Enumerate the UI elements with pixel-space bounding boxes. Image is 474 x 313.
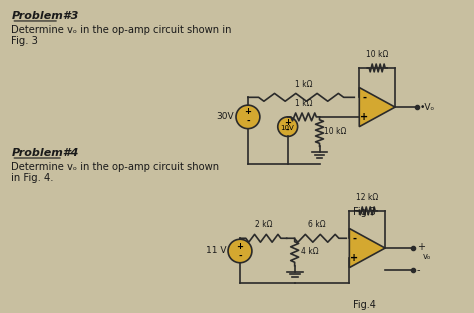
Text: Problem#3: Problem#3 (11, 11, 79, 21)
Text: 10 kΩ: 10 kΩ (366, 50, 388, 59)
Text: 10V: 10V (280, 125, 293, 131)
Polygon shape (349, 228, 385, 268)
Text: +: + (245, 107, 251, 116)
Circle shape (228, 239, 252, 263)
Text: Determine vₒ in the op-amp circuit shown: Determine vₒ in the op-amp circuit shown (11, 162, 219, 172)
Text: -: - (417, 264, 420, 275)
Text: Determine vₒ in the op-amp circuit shown in: Determine vₒ in the op-amp circuit shown… (11, 25, 232, 35)
Text: Fig.3: Fig.3 (353, 207, 376, 217)
Text: +: + (284, 118, 291, 127)
Text: 1 kΩ: 1 kΩ (295, 80, 312, 89)
Text: -: - (286, 126, 290, 135)
Circle shape (278, 117, 298, 136)
Text: Fig.4: Fig.4 (353, 300, 376, 310)
Text: -: - (238, 251, 242, 260)
Text: -: - (352, 233, 356, 243)
Text: vₒ: vₒ (423, 252, 431, 261)
Text: 11 V: 11 V (206, 247, 226, 255)
Text: 2 kΩ: 2 kΩ (255, 220, 272, 229)
Text: +: + (237, 242, 244, 251)
Text: 30V: 30V (217, 112, 234, 121)
Circle shape (236, 105, 260, 129)
Polygon shape (359, 88, 395, 127)
Text: •Vₒ: •Vₒ (420, 103, 435, 112)
Text: 6 kΩ: 6 kΩ (308, 220, 325, 229)
Text: Problem#4: Problem#4 (11, 148, 79, 158)
Text: -: - (246, 117, 250, 126)
Text: +: + (417, 242, 425, 252)
Text: -: - (362, 92, 366, 102)
Text: Fig. 3: Fig. 3 (11, 36, 38, 46)
Text: +: + (360, 112, 368, 122)
Text: +: + (350, 253, 358, 263)
Text: 12 kΩ: 12 kΩ (356, 193, 378, 202)
Text: in Fig. 4.: in Fig. 4. (11, 173, 54, 183)
Text: 10 kΩ: 10 kΩ (325, 127, 347, 136)
Text: 1 kΩ: 1 kΩ (295, 99, 312, 108)
Text: 4 kΩ: 4 kΩ (301, 248, 318, 256)
